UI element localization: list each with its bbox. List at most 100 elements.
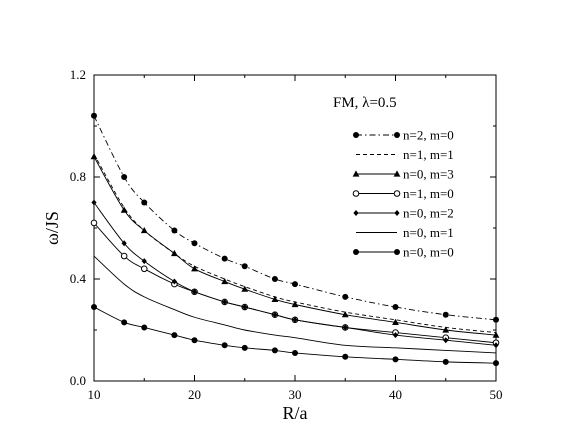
data-point [392, 332, 399, 339]
data-point [121, 174, 128, 180]
data-point [392, 356, 399, 363]
series-1 [91, 112, 499, 323]
data-point [191, 240, 198, 247]
series-3 [90, 153, 500, 338]
legend-label: n=1, m=1 [403, 147, 454, 162]
data-point [90, 219, 98, 227]
legend-label: n=0, m=3 [403, 167, 454, 182]
data-point [120, 206, 128, 213]
legend: n=2, m=0 n=1, m=1 n=0, m=3 n=1, m=0 n=0, m=2… [352, 128, 454, 260]
data-point [241, 263, 248, 270]
data-point [171, 332, 178, 339]
data-point [91, 304, 97, 311]
data-point [392, 304, 399, 311]
series-layer [90, 112, 500, 367]
data-point [221, 277, 229, 285]
x-tick-label: 20 [188, 387, 201, 402]
legend-marker [353, 132, 359, 138]
data-point [171, 278, 177, 285]
data-point [271, 347, 278, 354]
data-point [342, 324, 348, 331]
data-point [141, 258, 147, 265]
data-point [191, 265, 198, 272]
data-point [91, 112, 97, 119]
data-point [241, 344, 248, 351]
series-line [93, 255, 497, 354]
data-point [493, 342, 499, 349]
legend-label: n=0, m=0 [403, 245, 454, 260]
legend-marker [352, 190, 360, 197]
data-point [442, 326, 450, 333]
data-point [442, 311, 449, 318]
legend-marker [353, 249, 359, 255]
data-point [292, 281, 298, 288]
data-point [90, 153, 98, 160]
axis-ticks [93, 74, 497, 382]
data-point [342, 293, 349, 300]
x-tick-label: 50 [490, 387, 503, 402]
x-tick-label: 40 [389, 387, 402, 402]
data-point [171, 249, 178, 257]
series-6 [93, 255, 497, 354]
legend-marker [393, 170, 401, 177]
data-point [221, 255, 228, 262]
x-tick-label: 30 [289, 387, 302, 402]
data-point [120, 252, 128, 260]
legend-marker [394, 249, 400, 255]
x-tick-label: 10 [88, 387, 101, 402]
data-point [342, 353, 349, 360]
series-7 [91, 304, 499, 367]
data-point [171, 227, 178, 234]
data-point [121, 319, 128, 326]
data-point [272, 311, 278, 318]
data-point [492, 331, 500, 338]
legend-item: n=1, m=0 [352, 186, 454, 201]
legend-item: n=0, m=3 [352, 167, 454, 182]
y-tick-label: 1.2 [70, 67, 86, 82]
data-point [292, 316, 298, 323]
annotation-label: FM, λ=0.5 [333, 95, 397, 111]
data-point [392, 318, 399, 325]
data-point [292, 349, 298, 356]
y-tick-label: 0.8 [70, 169, 86, 184]
legend-item: n=1, m=1 [356, 147, 454, 162]
data-point [141, 199, 148, 206]
y-axis-title: ω/JS [42, 211, 62, 245]
legend-item: n=0, m=0 [353, 245, 454, 260]
y-tick-label: 0.0 [70, 373, 86, 388]
data-point [443, 337, 449, 344]
data-point [493, 316, 499, 323]
data-point [242, 304, 248, 311]
data-point [291, 300, 299, 308]
legend-marker [394, 132, 400, 138]
legend-marker [393, 190, 401, 197]
data-point [341, 311, 349, 318]
data-point [241, 285, 249, 292]
legend-item: n=0, m=1 [356, 225, 454, 240]
legend-item: n=2, m=0 [353, 128, 454, 143]
legend-marker [352, 170, 360, 177]
data-point [91, 199, 97, 206]
legend-label: n=2, m=0 [403, 128, 454, 143]
data-point [442, 358, 449, 365]
y-tick-label: 0.4 [70, 271, 87, 286]
data-point [141, 324, 148, 331]
legend-label: n=1, m=0 [403, 186, 454, 201]
data-point [140, 265, 148, 273]
data-point [271, 295, 279, 302]
x-axis-title: R/a [283, 403, 308, 423]
data-point [191, 288, 198, 295]
data-point [493, 360, 499, 367]
data-point [222, 298, 228, 305]
legend-marker [353, 210, 359, 216]
data-point [140, 226, 148, 234]
data-point [121, 240, 127, 247]
legend-label: n=0, m=1 [403, 225, 454, 240]
data-point [191, 337, 198, 344]
legend-item: n=0, m=2 [353, 206, 454, 221]
axis-tick-labels: 10 20 30 40 50 0.0 0.4 0.8 1.2 [70, 67, 503, 402]
data-point [221, 342, 228, 349]
data-point [271, 276, 278, 282]
legend-label: n=0, m=2 [403, 206, 454, 221]
